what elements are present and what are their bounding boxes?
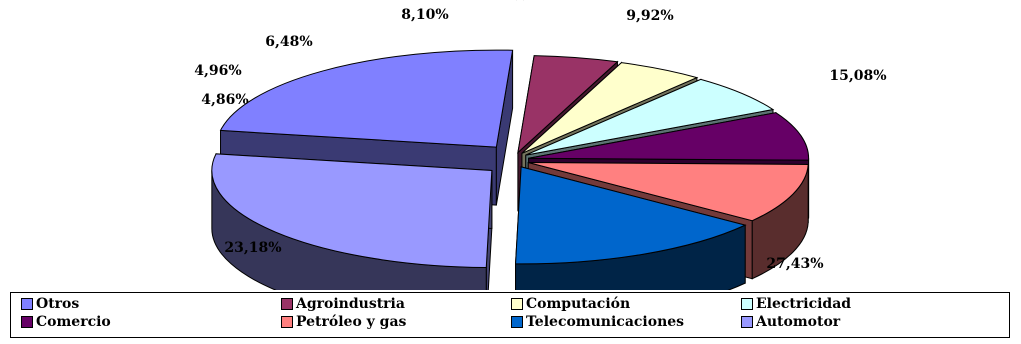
- legend-item-telecomunicaciones: Telecomunicaciones: [511, 313, 741, 331]
- pie-slices: [211, 49, 810, 290]
- data-label-telecomunicaciones: 15,08%: [829, 68, 886, 84]
- pie-chart: ( ) 27,43% 23,18% 4,86% 4,96% 6,48% 8,10% 9,92…: [194, 0, 887, 290]
- legend-swatch: [21, 316, 33, 328]
- data-label-otros: 23,18%: [224, 240, 281, 256]
- data-label-petr-leo-y-gas: 9,92%: [626, 8, 673, 24]
- legend-item-petr-leo-y-gas: Petróleo y gas: [281, 313, 511, 331]
- chart-legend: Otros Agroindustria Computación Electricida…: [10, 292, 1010, 338]
- data-label-electricidad: 6,48%: [265, 34, 312, 50]
- legend-label: Electricidad: [756, 296, 852, 312]
- pie-slice-telecomunicaciones: [515, 166, 747, 290]
- legend-swatch: [741, 298, 753, 310]
- pie-slice-automotor: [211, 153, 493, 290]
- legend-label: Otros: [36, 296, 80, 312]
- legend-swatch: [21, 298, 33, 310]
- data-label-comercio: 8,10%: [401, 7, 448, 23]
- legend-swatch: [511, 298, 523, 310]
- legend-item-electricidad: Electricidad: [741, 295, 1011, 313]
- data-label-agroindustria: 4,86%: [201, 92, 248, 108]
- legend-item-agroindustria: Agroindustria: [281, 295, 511, 313]
- legend-label: Comercio: [36, 314, 111, 330]
- legend-item-otros: Otros: [21, 295, 281, 313]
- legend-label: Telecomunicaciones: [526, 314, 685, 330]
- legend-swatch: [281, 298, 293, 310]
- legend-swatch: [281, 316, 293, 328]
- data-label-automotor: 27,43%: [766, 256, 823, 272]
- legend-label: Agroindustria: [296, 296, 405, 312]
- legend-label: Petróleo y gas: [296, 314, 407, 330]
- pie-labels: 27,43% 23,18% 4,86% 4,96% 6,48% 8,10% 9,92% 15,…: [194, 7, 886, 272]
- legend-item-comercio: Comercio: [21, 313, 281, 331]
- legend-label: Automotor: [756, 314, 841, 330]
- legend-swatch: [741, 316, 753, 328]
- data-label-computaci-n: 4,96%: [194, 63, 241, 79]
- legend-label: Computación: [526, 296, 631, 312]
- chart-title-fragment: ( ): [511, 0, 529, 2]
- legend-swatch: [511, 316, 523, 328]
- legend-item-automotor: Automotor: [741, 313, 1011, 331]
- legend-item-computaci-n: Computación: [511, 295, 741, 313]
